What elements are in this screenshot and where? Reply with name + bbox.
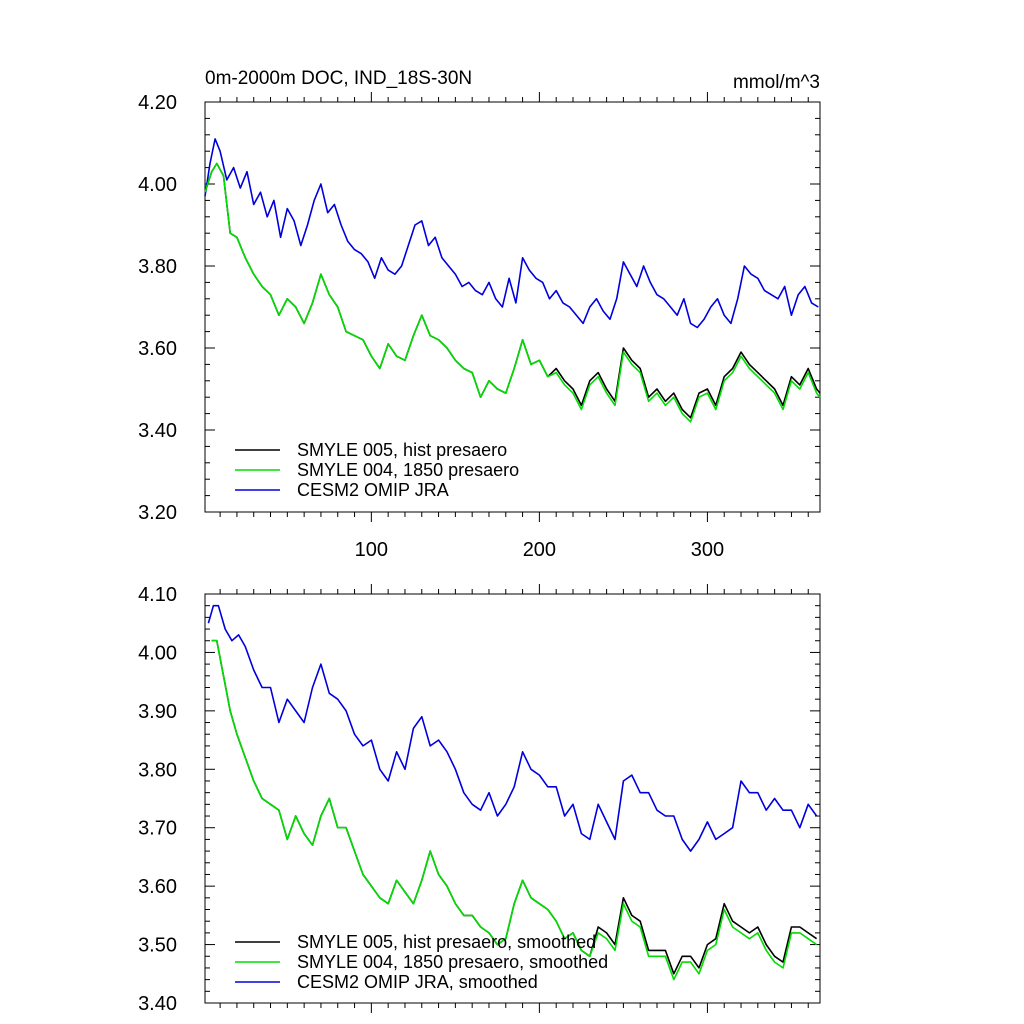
y-tick-label: 4.10	[138, 584, 177, 606]
legend-label: SMYLE 005, hist presaero	[297, 440, 507, 460]
y-tick-label: 4.00	[138, 642, 177, 664]
y-tick-label: 3.80	[138, 759, 177, 781]
y-tick-label: 3.40	[138, 420, 177, 442]
y-tick-label: 4.00	[138, 174, 177, 196]
y-tick-label: 3.60	[138, 338, 177, 360]
bottom-plot-area: 3.40 3.50 3.60 3.70 3.80 3.90 4.00 4.10 SMYLE 00…	[138, 584, 821, 1015]
units-label: mmol/m^3	[733, 72, 820, 93]
x-tick-label: 300	[691, 539, 724, 561]
legend-label: SMYLE 004, 1850 presaero, smoothed	[297, 952, 608, 972]
y-tick-label: 3.50	[138, 935, 177, 957]
plot-frame	[204, 593, 821, 1004]
series-line-2	[204, 138, 819, 329]
y-tick-label: 4.20	[138, 92, 177, 114]
top-panel: 0m-2000m DOC, IND_18S-30N mmol/m^3 3.203…	[138, 68, 821, 561]
legend-label: CESM2 OMIP JRA, smoothed	[297, 972, 538, 992]
top-plot-area: 3.20 3.40 3.60 3.80 4.00 4.20 100 200 300 SMYLE 0…	[138, 92, 821, 561]
y-tick-label: 3.90	[138, 701, 177, 723]
legend-label: CESM2 OMIP JRA	[297, 480, 449, 500]
y-tick-label: 3.70	[138, 818, 177, 840]
series-line-0	[211, 639, 818, 975]
series-line-1	[204, 162, 821, 423]
bottom-panel: 3.40 3.50 3.60 3.70 3.80 3.90 4.00 4.10 SMYLE 00…	[138, 584, 821, 1015]
series-line-2	[207, 604, 818, 852]
y-tick-label: 3.60	[138, 876, 177, 898]
x-tick-label: 200	[523, 539, 556, 561]
y-tick-label: 3.20	[138, 502, 177, 524]
legend-label: SMYLE 005, hist presaero, smoothed	[297, 932, 596, 952]
x-tick-label: 100	[355, 539, 388, 561]
y-tick-label: 3.40	[138, 993, 177, 1015]
y-tick-label: 3.80	[138, 256, 177, 278]
legend-label: SMYLE 004, 1850 presaero	[297, 460, 519, 480]
plot-frame	[204, 101, 821, 513]
panel-title: 0m-2000m DOC, IND_18S-30N	[205, 68, 472, 89]
series-line-1	[211, 639, 818, 981]
